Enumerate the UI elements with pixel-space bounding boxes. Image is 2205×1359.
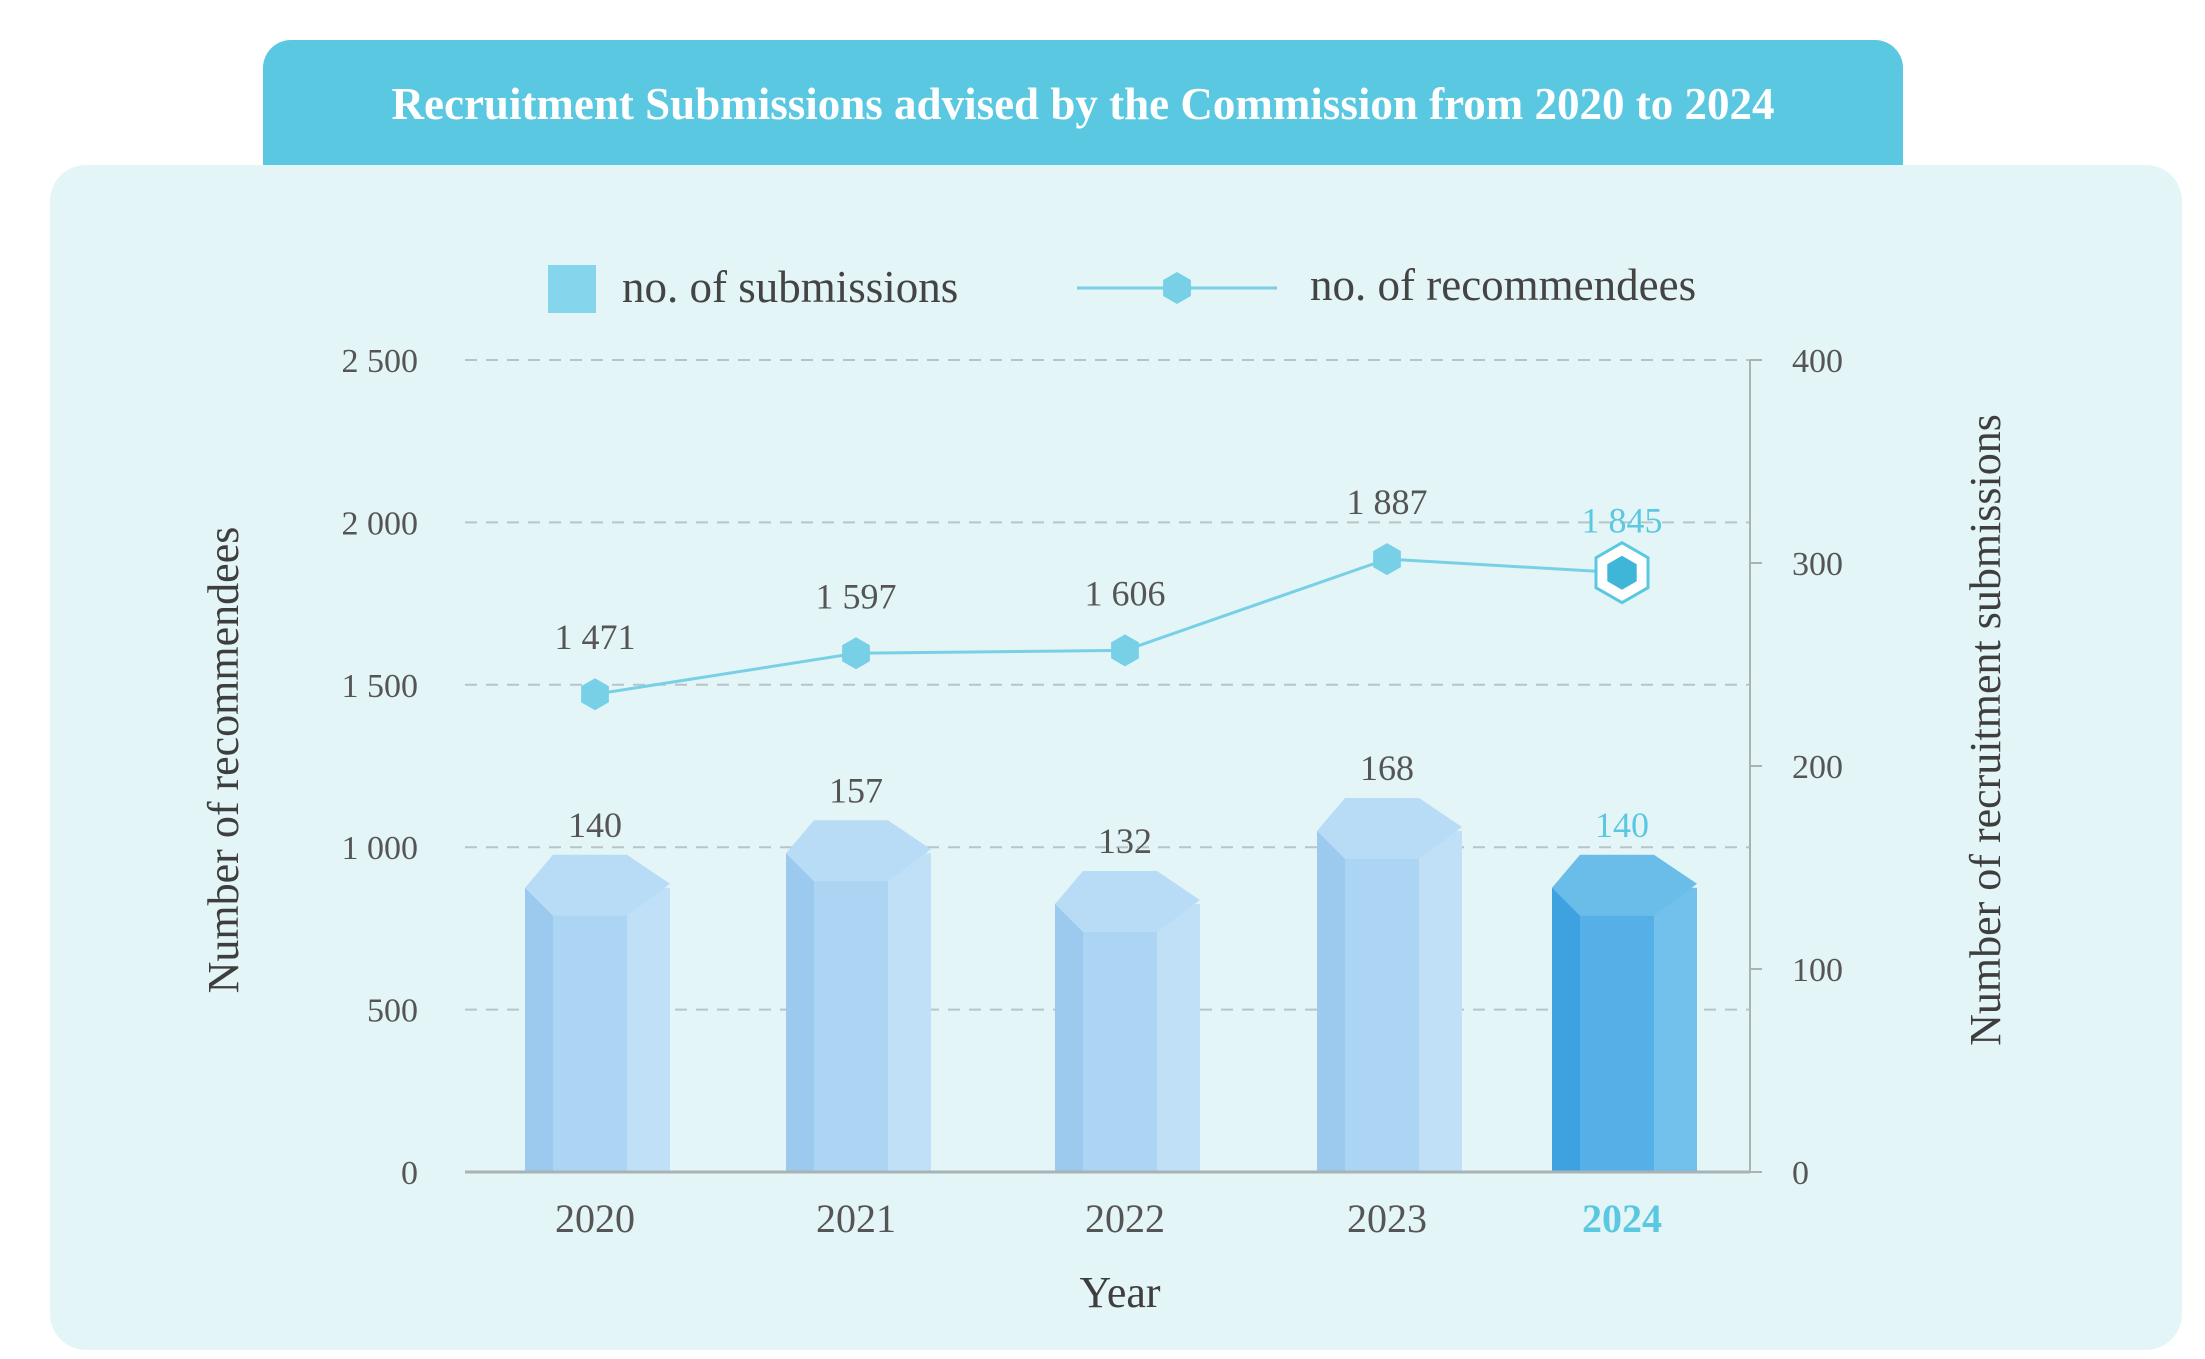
line-value-label: 1 887	[1347, 482, 1428, 522]
x-axis-title: Year	[1079, 1268, 1160, 1317]
line-value-label: 1 845	[1582, 501, 1663, 541]
bar-2020	[525, 854, 670, 1172]
right-tick-label: 100	[1792, 952, 1843, 989]
bar-2021	[786, 820, 931, 1172]
x-tick-label: 2020	[555, 1196, 635, 1241]
left-axis-title: Number of recommendees	[199, 527, 248, 994]
right-tick-label: 300	[1792, 546, 1843, 583]
line-point-2023	[1373, 543, 1401, 576]
right-tick-label: 0	[1792, 1155, 1809, 1192]
legend-bar-label: no. of submissions	[622, 262, 958, 312]
left-tick-label: 500	[367, 993, 418, 1030]
chart-title: Recruitment Submissions advised by the C…	[391, 79, 1775, 129]
line-point-2024	[1607, 555, 1637, 590]
left-tick-label: 2 500	[342, 343, 419, 380]
line-point-2021	[842, 637, 870, 670]
x-tick-label: 2024	[1582, 1196, 1662, 1241]
right-tick-label: 400	[1792, 343, 1843, 380]
bar-2024	[1552, 854, 1697, 1172]
legend-bar-swatch	[548, 265, 596, 313]
bar-2023	[1317, 797, 1462, 1172]
axis-ticks: 0 500 1 000 1 500 2 000 2 500 0 100 200 300 400 202…	[342, 343, 1844, 1241]
bar-value-label: 140	[568, 805, 622, 845]
left-tick-label: 0	[401, 1155, 418, 1192]
x-tick-label: 2021	[816, 1196, 896, 1241]
x-tick-label: 2023	[1347, 1196, 1427, 1241]
legend-line-label: no. of recommendees	[1310, 260, 1696, 310]
left-tick-label: 2 000	[342, 505, 419, 542]
title-banner: Recruitment Submissions advised by the C…	[263, 40, 1903, 172]
left-tick-label: 1 500	[342, 668, 419, 705]
legend-line-marker-icon	[1163, 272, 1191, 304]
bar-value-label: 140	[1595, 805, 1649, 845]
bar-value-label: 132	[1098, 821, 1152, 861]
line-series: 1 471 1 597 1 606 1 887 1 845	[555, 482, 1663, 711]
line-value-label: 1 606	[1085, 573, 1166, 613]
line-value-label: 1 471	[555, 617, 636, 657]
line-point-2022	[1111, 634, 1139, 667]
gridlines	[465, 359, 1750, 1011]
left-tick-label: 1 000	[342, 830, 419, 867]
bar-value-label: 168	[1360, 748, 1414, 788]
x-tick-label: 2022	[1085, 1196, 1165, 1241]
bar-2022	[1055, 871, 1200, 1172]
bar-value-label: 157	[829, 770, 883, 810]
line-value-label: 1 597	[816, 576, 897, 616]
bar-series: 140 157 132 168 140	[525, 748, 1697, 1172]
right-tick-label: 200	[1792, 749, 1843, 786]
line-point-2020	[581, 678, 609, 711]
right-axis-title: Number of recruitment submissions	[1961, 414, 2010, 1046]
